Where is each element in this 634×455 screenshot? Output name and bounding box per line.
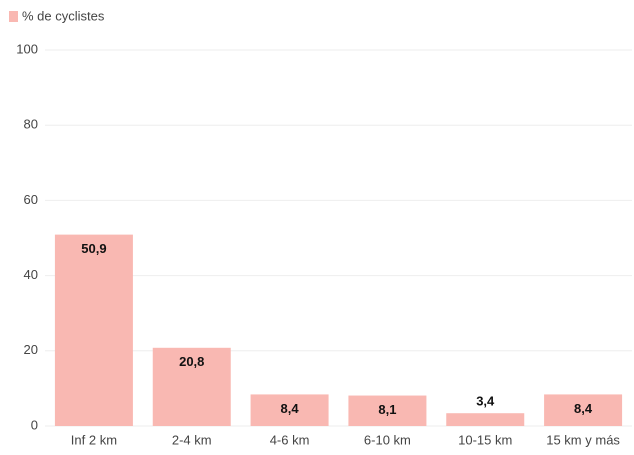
y-tick-label: 60 [24, 192, 38, 207]
bar [54, 234, 133, 426]
y-tick-label: 20 [24, 342, 38, 357]
y-tick-label: 40 [24, 267, 38, 282]
x-tick-label: Inf 2 km [71, 432, 117, 447]
x-tick-label: 2-4 km [172, 432, 212, 447]
value-label: 8,1 [378, 402, 396, 417]
x-tick-label: 6-10 km [364, 432, 411, 447]
bar [250, 394, 329, 426]
y-tick-label: 0 [31, 417, 38, 432]
value-label: 50,9 [81, 241, 106, 256]
x-tick-label: 4-6 km [270, 432, 310, 447]
x-tick-label: 10-15 km [458, 432, 512, 447]
bar [446, 413, 525, 426]
value-label: 8,4 [281, 401, 300, 416]
x-tick-label: 15 km y más [546, 432, 620, 447]
bar [348, 395, 427, 426]
value-label: 8,4 [574, 401, 593, 416]
y-tick-label: 80 [24, 117, 38, 132]
value-label: 20,8 [179, 354, 204, 369]
legend-swatch [9, 11, 18, 22]
bar [544, 394, 623, 426]
value-label: 3,4 [476, 394, 495, 409]
bar [152, 347, 231, 426]
y-tick-label: 100 [16, 41, 38, 56]
legend-label: % de cyclistes [22, 8, 105, 23]
